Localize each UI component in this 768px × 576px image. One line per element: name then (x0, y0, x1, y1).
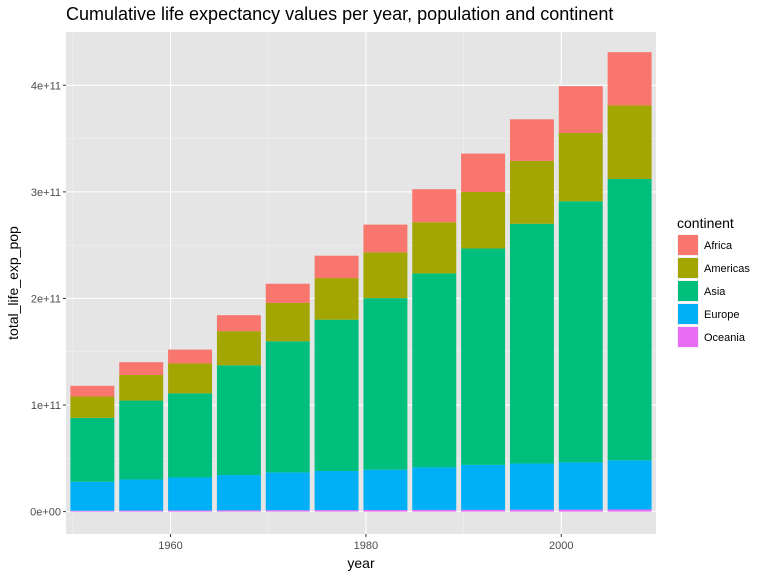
bar-segment-africa-2002 (558, 86, 603, 134)
bar-segment-americas-2007 (607, 105, 652, 179)
bar-segment-oceania-1987 (412, 509, 457, 512)
bar-segment-africa-1972 (265, 283, 310, 303)
bar-segment-asia-1967 (216, 365, 261, 476)
bar-segment-americas-1997 (509, 160, 554, 224)
legend-swatch-americas (678, 258, 698, 278)
bar-segment-oceania-2007 (607, 509, 652, 512)
y-tick-label: 0e+00 (30, 507, 61, 519)
bar-segment-americas-1987 (412, 222, 457, 274)
bar-segment-europe-1967 (216, 475, 261, 511)
bar-segment-europe-1977 (314, 471, 359, 511)
bar-stacks (70, 52, 652, 512)
legend-title: continent (677, 215, 734, 231)
bar-segment-africa-1957 (119, 362, 164, 375)
bar-segment-europe-1982 (363, 469, 408, 511)
legend-label-africa: Africa (704, 240, 733, 252)
bar-segment-americas-2002 (558, 133, 603, 202)
bar-segment-oceania-1972 (265, 510, 310, 512)
bar-segment-europe-2002 (558, 462, 603, 510)
bar-segment-africa-1992 (461, 153, 506, 192)
bar-segment-oceania-1997 (509, 509, 554, 512)
bar-segment-europe-1972 (265, 472, 310, 511)
bar-segment-europe-1962 (168, 477, 213, 511)
bar-segment-oceania-1967 (216, 510, 261, 512)
bar-segment-africa-2007 (607, 52, 652, 106)
bar-segment-oceania-1977 (314, 510, 359, 512)
legend-swatch-asia (678, 281, 698, 301)
bar-segment-africa-1997 (509, 119, 554, 161)
bar-segment-africa-1967 (216, 315, 261, 332)
bar-segment-africa-1982 (363, 224, 408, 253)
legend-label-oceania: Oceania (704, 332, 746, 344)
legend-label-europe: Europe (704, 309, 739, 321)
bar-segment-oceania-1957 (119, 510, 164, 512)
bar-segment-asia-1977 (314, 319, 359, 472)
x-axis-title: year (347, 555, 375, 571)
bar-segment-asia-1992 (461, 248, 506, 465)
bar-segment-europe-1952 (70, 481, 115, 511)
y-tick-label: 1e+11 (31, 400, 61, 412)
x-tick-label: 1960 (158, 540, 182, 552)
bar-segment-oceania-1982 (363, 510, 408, 512)
y-axis-ticks: 0e+00 1e+11 2e+11 3e+11 4e+11 (30, 80, 66, 519)
bar-segment-europe-1987 (412, 467, 457, 510)
bar-segment-europe-1992 (461, 464, 506, 510)
bar-segment-americas-1982 (363, 252, 408, 299)
plot-panel (66, 32, 656, 534)
y-tick-label: 2e+11 (31, 293, 61, 305)
bar-segment-americas-1952 (70, 396, 115, 418)
bar-segment-americas-1992 (461, 191, 506, 249)
bar-segment-asia-2007 (607, 178, 652, 461)
bar-segment-africa-1962 (168, 349, 213, 364)
bar-segment-africa-1987 (412, 189, 457, 223)
bar-segment-asia-1982 (363, 298, 408, 470)
bar-segment-americas-1962 (168, 363, 213, 394)
y-axis-title: total_life_exp_pop (5, 226, 21, 340)
bar-segment-oceania-1962 (168, 510, 213, 512)
bar-segment-americas-1972 (265, 302, 310, 342)
x-tick-label: 1980 (354, 540, 378, 552)
bar-segment-africa-1977 (314, 255, 359, 279)
y-tick-label: 4e+11 (31, 80, 61, 92)
bar-segment-europe-1957 (119, 479, 164, 511)
bar-segment-asia-1987 (412, 273, 457, 468)
legend-swatch-oceania (678, 327, 698, 347)
legend-label-asia: Asia (704, 286, 726, 298)
bar-segment-asia-1972 (265, 341, 310, 473)
bar-segment-africa-1952 (70, 385, 115, 397)
x-axis-ticks: 1960 1980 2000 (158, 534, 573, 552)
y-tick-label: 3e+11 (31, 187, 61, 199)
legend-swatch-europe (678, 304, 698, 324)
bar-segment-americas-1977 (314, 278, 359, 320)
bar-segment-americas-1957 (119, 374, 164, 401)
legend-swatch-africa (678, 235, 698, 255)
bar-segment-asia-1957 (119, 400, 164, 480)
legend: continent Africa Americas Asia Europe Oceani… (677, 215, 750, 348)
bar-segment-asia-1962 (168, 393, 213, 478)
bar-segment-oceania-1952 (70, 510, 115, 512)
legend-label-americas: Americas (704, 263, 750, 275)
bar-segment-europe-1997 (509, 463, 554, 510)
bar-segment-oceania-1992 (461, 509, 506, 512)
chart-title: Cumulative life expectancy values per ye… (66, 4, 613, 24)
bar-segment-asia-2002 (558, 201, 603, 463)
bar-segment-asia-1997 (509, 223, 554, 464)
bar-segment-oceania-2002 (558, 509, 603, 512)
bar-segment-europe-2007 (607, 460, 652, 510)
x-tick-label: 2000 (549, 540, 573, 552)
bar-segment-americas-1967 (216, 331, 261, 366)
bar-segment-asia-1952 (70, 417, 115, 482)
